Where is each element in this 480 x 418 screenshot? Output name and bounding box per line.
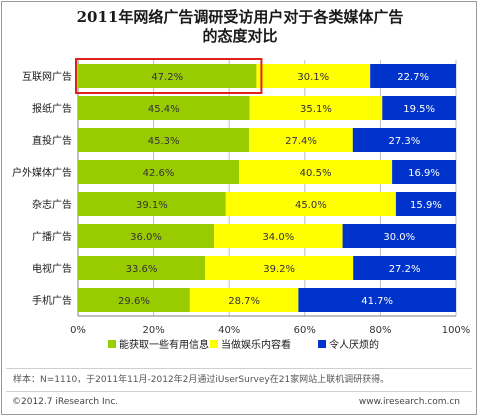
data-label: 15.9% (410, 200, 442, 211)
data-label: 19.5% (403, 104, 435, 115)
legend-label: 当做娱乐内容看 (221, 338, 291, 351)
sample-note: 样本：N=1110，于2011年11月-2012年2月通过iUserSurvey… (13, 375, 390, 385)
bar-segment (395, 192, 456, 216)
data-label: 30.1% (297, 72, 329, 83)
bar-segment (78, 256, 206, 280)
bar-segment (342, 224, 456, 248)
bar-segment (214, 224, 343, 248)
data-label: 41.7% (361, 296, 393, 307)
category-label: 户外媒体广告 (12, 166, 72, 179)
x-tick-label: 80% (369, 325, 391, 336)
legend-label: 令人厌烦的 (329, 338, 379, 351)
data-label: 27.4% (285, 136, 317, 147)
data-label: 45.3% (148, 136, 180, 147)
data-label: 40.5% (300, 168, 332, 179)
bar-segment (78, 160, 240, 184)
x-tick-label: 40% (218, 325, 240, 336)
x-tick-label: 0% (70, 325, 86, 336)
bar-segment (392, 160, 456, 184)
category-label: 电视广告 (32, 262, 72, 275)
bar-segment (205, 256, 354, 280)
data-label: 39.1% (136, 200, 168, 211)
bar-segment (352, 128, 456, 152)
category-label: 杂志广告 (32, 198, 72, 211)
data-label: 29.6% (118, 296, 150, 307)
bar-segment (370, 64, 456, 88)
data-label: 33.6% (126, 264, 158, 275)
bar-segment (239, 160, 393, 184)
category-label: 广播广告 (32, 230, 72, 243)
bar-segment (256, 64, 371, 88)
data-label: 47.2% (151, 72, 183, 83)
bar-segment (78, 224, 215, 248)
data-label: 39.2% (263, 264, 295, 275)
data-label: 22.7% (397, 72, 429, 83)
data-label: 36.0% (130, 232, 162, 243)
chart-title-line1: 2011年网络广告调研受访用户对于各类媒体广告 (76, 8, 404, 26)
data-label: 45.0% (295, 200, 327, 211)
x-tick-label: 100% (442, 325, 471, 336)
bar-segment (225, 192, 396, 216)
legend-swatch (318, 340, 326, 348)
data-label: 42.6% (143, 168, 175, 179)
data-label: 28.7% (228, 296, 260, 307)
category-label: 手机广告 (32, 294, 72, 307)
chart-title-line2: 的态度对比 (202, 27, 278, 45)
bar-segment (353, 256, 456, 280)
chart-title: 2011年网络广告调研受访用户对于各类媒体广告 的态度对比 (2, 8, 478, 46)
data-label: 16.9% (408, 168, 440, 179)
note-divider (6, 368, 472, 369)
category-label: 互联网广告 (22, 70, 72, 83)
data-label: 27.3% (389, 136, 421, 147)
data-label: 45.4% (148, 104, 180, 115)
bar-segment (78, 96, 250, 120)
bar-segment (298, 288, 456, 312)
bar-segment (78, 192, 226, 216)
legend-label: 能获取一些有用信息 (119, 338, 209, 351)
bar-segment (78, 288, 190, 312)
category-label: 直投广告 (32, 134, 72, 147)
data-label: 34.0% (262, 232, 294, 243)
website-text: www.iresearch.com.cn (358, 397, 460, 407)
bar-segment (249, 96, 383, 120)
category-label: 报纸广告 (32, 102, 72, 115)
data-label: 35.1% (300, 104, 332, 115)
legend-swatch (108, 340, 116, 348)
bar-segment (78, 128, 250, 152)
x-tick-label: 20% (142, 325, 164, 336)
bar-segment (249, 128, 353, 152)
legend-swatch (210, 340, 218, 348)
highlight-box (75, 58, 263, 94)
x-tick-label: 60% (294, 325, 316, 336)
data-label: 30.0% (383, 232, 415, 243)
data-label: 27.2% (389, 264, 421, 275)
footer-divider (6, 391, 472, 392)
copyright-text: ©2012.7 iResearch Inc. (12, 397, 119, 407)
bar-segment (382, 96, 456, 120)
bar-segment (78, 64, 257, 88)
bar-segment (189, 288, 299, 312)
